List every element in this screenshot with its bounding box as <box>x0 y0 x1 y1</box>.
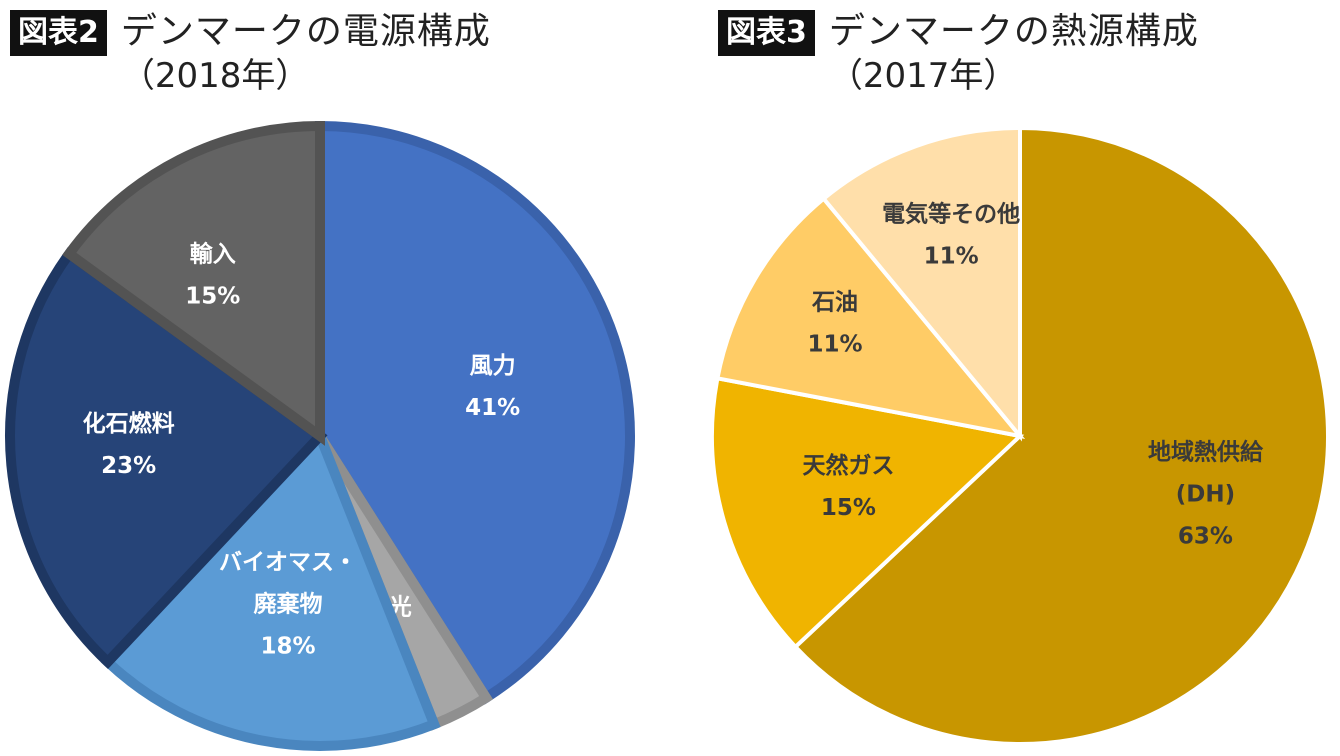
slice-category-label: 廃棄物 <box>254 590 323 617</box>
heat-pie-chart: 地域熱供給 (DH) 63% 天然ガス 15% 石油 11% 電気等その他 11% <box>710 125 1330 746</box>
slice-category-label: (DH) <box>1176 481 1235 507</box>
slice-category-label: 地域熱供給 <box>1148 438 1264 465</box>
pie-slice <box>710 375 1025 650</box>
chart-title: デンマークの熱源構成 <box>828 11 1199 52</box>
chart-title: デンマークの電源構成 <box>120 11 491 52</box>
slice-value-label: 11% <box>924 244 979 270</box>
slice-value-label: 23% <box>101 453 156 479</box>
pie-slice <box>5 246 328 670</box>
pie-slice <box>820 125 1022 442</box>
slice-value-label: 15% <box>185 284 240 310</box>
slice-category-label: 輸入 <box>190 241 236 268</box>
slice-value-label: 11% <box>807 332 862 358</box>
slice-value-label: 41% <box>465 395 520 421</box>
pie-slice <box>715 195 1026 440</box>
slice-category-label: 石油 <box>811 290 858 316</box>
figure-badge: 図表2 <box>10 10 107 56</box>
heat-chart-panel: 地域熱供給 (DH) 63% 天然ガス 15% 石油 11% 電気等その他 11% 図表3 デン… <box>670 0 1340 756</box>
pie-slice <box>792 125 1330 746</box>
slice-value-label: 63% <box>1178 523 1233 549</box>
heat-chart-header: 図表3 デンマークの熱源構成 （2017年） <box>718 10 1199 98</box>
slice-category-label: 天然ガス <box>802 452 894 479</box>
slice-category-label: 電気等その他 <box>882 201 1020 228</box>
slice-category-label: 風力 <box>470 353 516 379</box>
chart-subtitle: （2018年） <box>120 56 310 96</box>
electricity-chart-header: 図表2 デンマークの電源構成 （2018年） <box>10 10 491 98</box>
slice-value-label: 18% <box>261 633 316 659</box>
slice-category-label: バイオマス・ <box>219 549 357 575</box>
pie-slice <box>62 120 325 446</box>
chart-subtitle: （2017年） <box>828 56 1018 96</box>
slice-category-label: 化石燃料 <box>83 410 175 437</box>
figure-badge: 図表3 <box>718 10 815 56</box>
pie-slice <box>100 426 441 751</box>
slice-value-label: 15% <box>821 495 876 521</box>
